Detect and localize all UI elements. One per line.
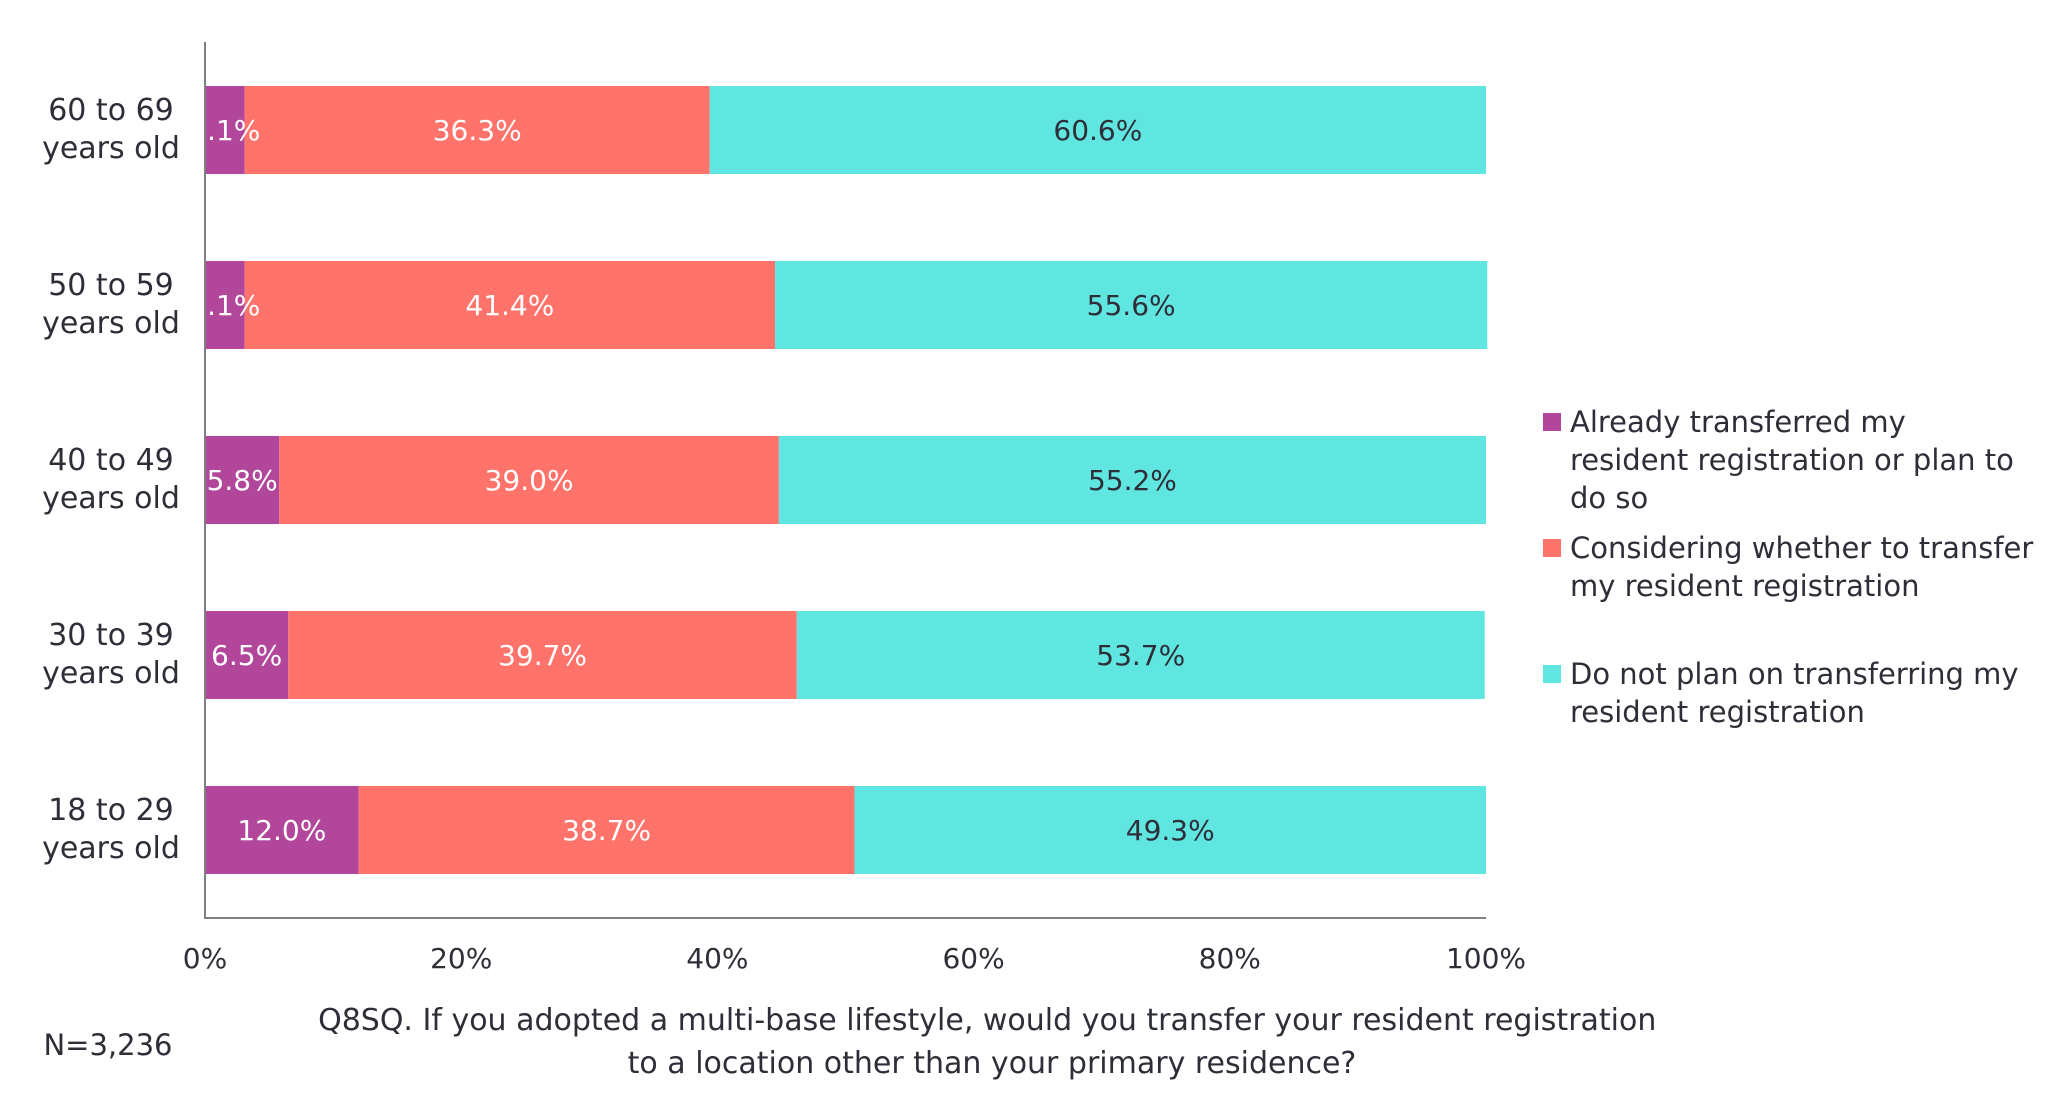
data-label: 36.3% bbox=[433, 114, 522, 147]
data-label: 55.2% bbox=[1088, 464, 1177, 497]
data-label: 41.4% bbox=[465, 289, 554, 322]
x-tick-label: 0% bbox=[183, 942, 227, 975]
legend-label-line: do so bbox=[1570, 481, 1648, 515]
legend-label-line: Already transferred my bbox=[1570, 405, 1906, 439]
category-label: 30 to 39 years old bbox=[42, 618, 180, 691]
legend-item: Considering whether to transfer my reside… bbox=[1543, 531, 2033, 603]
category-label: 60 to 69 years old bbox=[42, 93, 180, 166]
data-label: 6.5% bbox=[211, 639, 282, 672]
bar-segment bbox=[796, 611, 1485, 699]
category-label: 18 to 29 years old bbox=[42, 793, 180, 866]
x-tick-label: 60% bbox=[942, 942, 1004, 975]
bar-segment bbox=[709, 86, 1486, 174]
category-label-line: years old bbox=[42, 131, 180, 166]
data-label: 53.7% bbox=[1096, 639, 1185, 672]
legend-swatch bbox=[1543, 539, 1561, 557]
bar-segment bbox=[358, 786, 855, 874]
category-label-line: 50 to 59 bbox=[48, 268, 174, 303]
category-label-line: years old bbox=[42, 831, 180, 866]
bar-segment bbox=[205, 86, 245, 174]
data-label: 49.3% bbox=[1126, 814, 1215, 847]
category-label-line: 60 to 69 bbox=[48, 93, 174, 128]
legend-label-line: Do not plan on transferring my bbox=[1570, 657, 2019, 691]
data-label: 39.7% bbox=[498, 639, 587, 672]
data-label: 39.0% bbox=[485, 464, 574, 497]
question-caption: Q8SQ. If you adopted a multi-base lifest… bbox=[318, 1003, 1666, 1081]
category-label-line: years old bbox=[42, 656, 180, 691]
legend-label-line: resident registration or plan to bbox=[1570, 443, 2014, 477]
x-tick-label: 100% bbox=[1446, 942, 1526, 975]
category-label-line: 40 to 49 bbox=[48, 443, 174, 478]
category-label-line: 18 to 29 bbox=[48, 793, 174, 828]
legend: Already transferred my resident registrat… bbox=[1543, 405, 2033, 729]
bar-segment bbox=[205, 611, 289, 699]
data-label: 12.0% bbox=[237, 814, 326, 847]
data-label: 3.1% bbox=[189, 289, 260, 322]
bar-segment bbox=[244, 261, 776, 349]
x-tick-label: 40% bbox=[686, 942, 748, 975]
data-label: 60.6% bbox=[1053, 114, 1142, 147]
bar-segment bbox=[205, 786, 359, 874]
question-line-2: to a location other than your primary re… bbox=[628, 1046, 1357, 1081]
bar-segment bbox=[854, 786, 1486, 874]
x-tick-labels: 0% 20% 40% 60% 80% 100% bbox=[183, 942, 1526, 975]
data-label: 38.7% bbox=[562, 814, 651, 847]
sample-size: N=3,236 bbox=[43, 1028, 172, 1062]
legend-item: Already transferred my resident registrat… bbox=[1543, 405, 2014, 515]
category-label-line: years old bbox=[42, 306, 180, 341]
legend-label-line: resident registration bbox=[1570, 695, 1865, 729]
bar-segment bbox=[205, 436, 280, 524]
category-label: 50 to 59 years old bbox=[42, 268, 180, 341]
x-tick-label: 20% bbox=[430, 942, 492, 975]
question-line-1: Q8SQ. If you adopted a multi-base lifest… bbox=[318, 1003, 1656, 1038]
category-label-line: 30 to 39 bbox=[48, 618, 174, 653]
legend-item: Do not plan on transferring my resident r… bbox=[1543, 657, 2019, 729]
legend-label: Do not plan on transferring my resident r… bbox=[1570, 657, 2019, 729]
legend-label: Considering whether to transfer my reside… bbox=[1570, 531, 2033, 603]
bars-layer bbox=[205, 86, 1488, 874]
legend-label: Already transferred my resident registrat… bbox=[1570, 405, 2014, 515]
bar-segment bbox=[775, 261, 1488, 349]
data-label: 5.8% bbox=[207, 464, 278, 497]
x-tick-label: 80% bbox=[1199, 942, 1261, 975]
bar-segment bbox=[288, 611, 797, 699]
category-label: 40 to 49 years old bbox=[42, 443, 180, 516]
bar-segment bbox=[778, 436, 1486, 524]
data-label: 55.6% bbox=[1087, 289, 1176, 322]
data-labels-layer: 3.1% 36.3% 60.6% 3.1% 41.4% 55.6% 5.8% 39.0% 55.… bbox=[189, 114, 1214, 847]
legend-label-line: my resident registration bbox=[1570, 569, 1919, 603]
legend-swatch bbox=[1543, 413, 1561, 431]
axes bbox=[204, 42, 1486, 919]
legend-label-line: Considering whether to transfer bbox=[1570, 531, 2033, 565]
bar-segment bbox=[205, 261, 245, 349]
bar-segment bbox=[279, 436, 779, 524]
data-label: 3.1% bbox=[189, 114, 260, 147]
bar-segment bbox=[244, 86, 710, 174]
legend-swatch bbox=[1543, 665, 1561, 683]
category-label-line: years old bbox=[42, 481, 180, 516]
